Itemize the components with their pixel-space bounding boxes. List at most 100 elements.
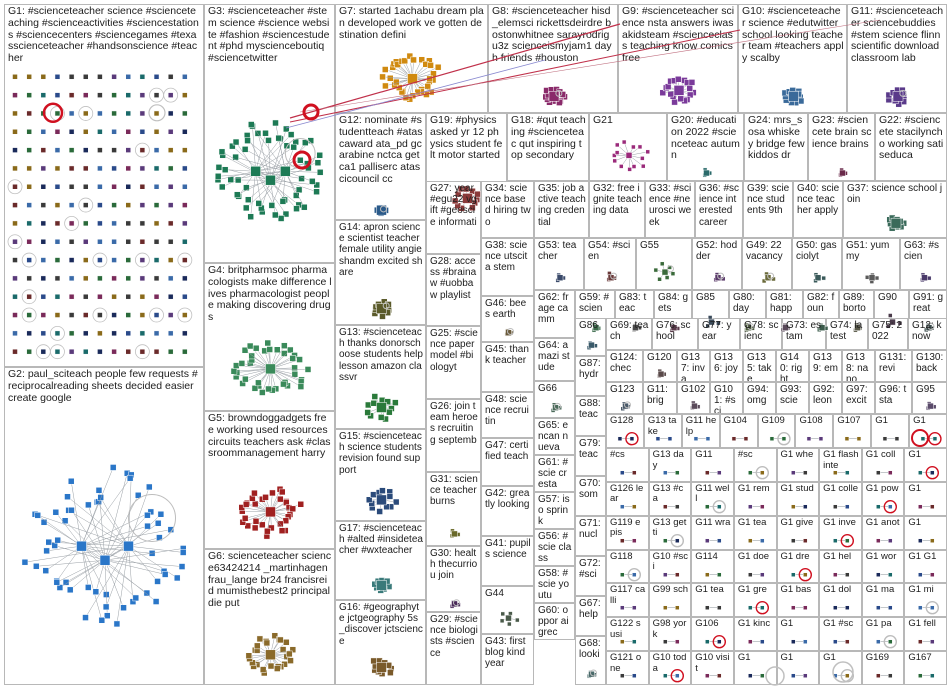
group-graph — [781, 87, 805, 106]
group-graph — [586, 669, 597, 679]
group-graph — [576, 597, 606, 636]
group-box-g94: G94: omg — [743, 382, 776, 414]
group-graph — [7, 74, 193, 360]
self-loop-ring — [148, 104, 166, 122]
node — [182, 92, 188, 98]
edge — [128, 545, 178, 579]
node — [263, 639, 271, 647]
node — [402, 94, 410, 101]
node — [167, 293, 174, 300]
group-graph — [482, 635, 534, 685]
edge — [128, 546, 134, 602]
node — [280, 380, 287, 388]
node — [382, 82, 389, 90]
node — [790, 470, 796, 475]
tiny-group-graph — [620, 470, 637, 475]
node — [54, 110, 61, 117]
self-loop-ring — [7, 179, 23, 195]
tiny-group-graph — [747, 639, 765, 645]
node — [499, 618, 505, 624]
tiny-group-graph — [790, 673, 808, 679]
node — [139, 275, 146, 282]
group-box-g13: G13: #scienceteach thanks donorschoose s… — [335, 325, 426, 429]
edge — [24, 545, 129, 563]
tiny-group-box: G1 — [909, 414, 947, 448]
node — [277, 495, 284, 503]
node — [686, 85, 693, 92]
self-loop-ring — [134, 344, 150, 360]
group-graph — [813, 272, 826, 283]
node — [68, 220, 75, 227]
tiny-group-box: G98 york — [648, 617, 692, 652]
node — [97, 147, 103, 153]
node — [125, 129, 131, 135]
group-graph — [499, 611, 520, 627]
node — [26, 257, 32, 263]
node — [139, 129, 146, 135]
node — [659, 261, 665, 267]
node — [111, 330, 117, 337]
node — [182, 312, 188, 318]
node — [256, 635, 264, 643]
node — [167, 110, 174, 117]
node — [309, 178, 316, 185]
group-graph — [449, 528, 461, 539]
node — [125, 165, 131, 172]
node — [26, 348, 32, 355]
node — [559, 91, 566, 98]
node — [144, 511, 151, 519]
edge — [98, 490, 106, 561]
group-graph — [925, 401, 937, 411]
node — [287, 131, 295, 138]
group-box-g123: G123 — [606, 382, 643, 414]
node — [153, 165, 160, 172]
group-box-g95: G95 — [912, 382, 947, 414]
node — [111, 220, 117, 227]
self-loop-ring — [380, 205, 387, 213]
node — [462, 185, 470, 193]
node — [97, 220, 103, 227]
edge — [217, 171, 256, 181]
self-loop-ring — [78, 197, 94, 213]
edge — [116, 546, 129, 624]
node — [918, 538, 923, 543]
node — [97, 165, 103, 172]
hub-node — [673, 85, 685, 96]
group-box-g18: G18: #qut teaching #scienceteac qut insp… — [507, 113, 589, 181]
edge — [81, 545, 136, 599]
node — [802, 504, 808, 509]
hub-node — [889, 318, 896, 326]
node — [761, 278, 767, 284]
group-box-g21: G21 — [589, 113, 667, 181]
node — [717, 673, 722, 679]
group-graph — [482, 239, 534, 296]
group-box-g17: G17: #scienceteach #alted #insideteacher… — [335, 521, 426, 600]
node — [645, 149, 650, 155]
group-box-g78: G78: scienc — [740, 318, 782, 350]
node — [627, 167, 632, 172]
group-box-g23: G23: #sciencete brain science brains — [808, 113, 875, 181]
node — [125, 330, 131, 337]
node — [97, 74, 103, 80]
node — [833, 571, 838, 577]
node — [83, 257, 89, 263]
node — [387, 75, 394, 82]
node — [677, 95, 684, 103]
self-loop-ring — [767, 272, 775, 280]
node — [12, 184, 18, 190]
node — [278, 488, 286, 496]
node — [802, 639, 808, 645]
group-box-g58: G58: #scie youtu — [534, 566, 575, 603]
node — [833, 639, 838, 645]
node — [120, 604, 127, 611]
group-box-g28: G28: access #brainaw #uobbaw playlist — [426, 254, 481, 326]
hub-node — [788, 91, 799, 102]
node — [932, 436, 938, 441]
node — [68, 293, 75, 300]
group-box-g30: G30: health thecurriou join — [426, 546, 481, 612]
tiny-group-graph — [833, 571, 850, 577]
node — [272, 119, 279, 127]
node — [759, 470, 765, 475]
group-graph — [843, 351, 875, 382]
tiny-group-graph — [807, 436, 824, 441]
